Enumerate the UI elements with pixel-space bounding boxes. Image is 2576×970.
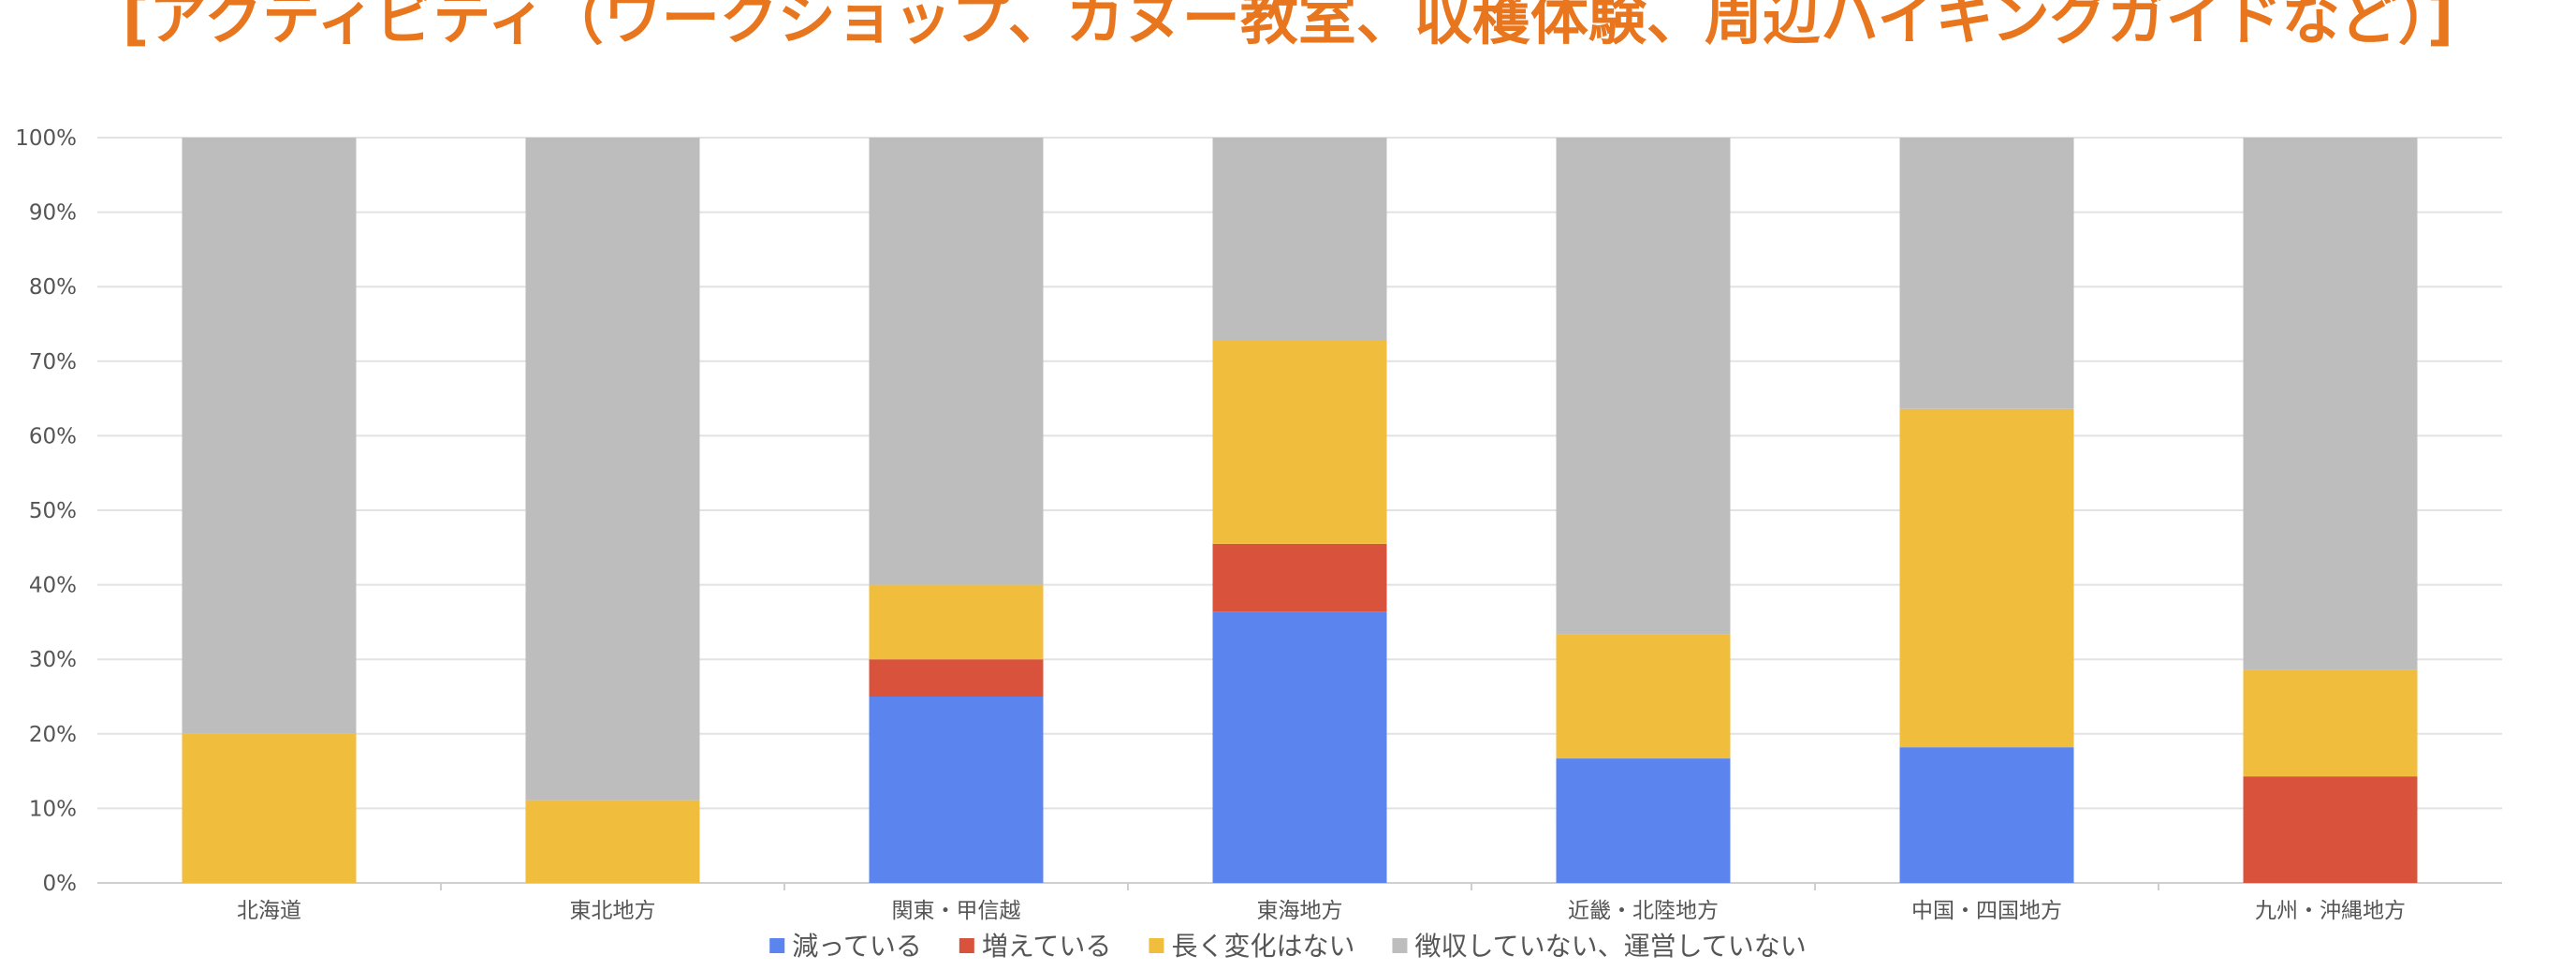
x-tick-label: 近畿・北陸地方 bbox=[1568, 899, 1719, 923]
y-tick-label: 30% bbox=[29, 648, 77, 672]
bar-segment bbox=[1556, 138, 1731, 635]
bar-segment bbox=[1556, 634, 1731, 759]
bar-segment bbox=[2243, 669, 2418, 777]
bar-segment bbox=[869, 584, 1044, 660]
x-tick-label: 九州・沖縄地方 bbox=[2255, 899, 2406, 923]
y-tick-label: 70% bbox=[29, 350, 77, 375]
bar-segment bbox=[182, 138, 357, 734]
x-tick-label: 関東・甲信越 bbox=[892, 899, 1021, 923]
bar-segment bbox=[869, 138, 1044, 585]
bar-segment bbox=[869, 659, 1044, 697]
legend-item: 増えている bbox=[959, 931, 1112, 962]
y-tick-label: 60% bbox=[29, 424, 77, 448]
y-tick-label: 10% bbox=[29, 797, 77, 821]
bar-segment bbox=[1899, 747, 2074, 883]
y-tick-label: 90% bbox=[29, 201, 77, 226]
bar-segment bbox=[869, 697, 1044, 883]
x-tick-label: 東海地方 bbox=[1257, 899, 1343, 923]
bar-segment bbox=[525, 138, 700, 801]
legend-label: 減っている bbox=[792, 931, 922, 962]
y-tick-label: 80% bbox=[29, 275, 77, 300]
bar-segment bbox=[1556, 758, 1731, 883]
bar-segment bbox=[1212, 138, 1387, 341]
legend: 減っている 増えている 長く変化はない 徴収していない、運営していない bbox=[769, 931, 1807, 962]
legend-swatch bbox=[769, 938, 785, 953]
bar-segment bbox=[1212, 611, 1387, 883]
y-tick-label: 40% bbox=[29, 574, 77, 598]
x-tick-label: 中国・四国地方 bbox=[1911, 899, 2062, 923]
legend-swatch bbox=[1392, 938, 1408, 953]
chart-title: [アクティビティ（ワークショップ、カヌー教室、収穫体験、周辺ハイキングガイドなど… bbox=[122, 0, 2454, 52]
legend-swatch bbox=[959, 938, 974, 953]
legend-item: 徴収していない、運営していない bbox=[1392, 931, 1807, 962]
legend-label: 徴収していない、運営していない bbox=[1414, 931, 1806, 962]
x-tick-label: 北海道 bbox=[237, 899, 301, 923]
y-tick-label: 0% bbox=[43, 872, 78, 896]
bar-segment bbox=[1899, 408, 2074, 748]
legend-label: 増えている bbox=[982, 931, 1112, 962]
y-tick-label: 100% bbox=[15, 126, 77, 151]
bar-segment bbox=[1212, 340, 1387, 544]
bars bbox=[182, 138, 2418, 883]
legend-label: 長く変化はない bbox=[1171, 931, 1354, 962]
legend-item: 減っている bbox=[769, 931, 922, 962]
bar-segment bbox=[1212, 543, 1387, 612]
y-axis-ticks: 0% 10% 20% 30% 40% 50% 60% 70% 80% 90% 100% bbox=[15, 126, 77, 896]
legend-swatch bbox=[1149, 938, 1164, 953]
x-axis-labels: 北海道 東北地方 関東・甲信越 東海地方 近畿・北陸地方 中国・四国地方 九州・沖縄地方 bbox=[237, 899, 2406, 923]
bar-segment bbox=[1899, 138, 2074, 409]
bar-segment bbox=[2243, 776, 2418, 883]
legend-item: 長く変化はない bbox=[1149, 931, 1354, 962]
bar-segment bbox=[525, 800, 700, 883]
bar-segment bbox=[182, 733, 357, 883]
bar-segment bbox=[2243, 138, 2418, 670]
x-tick-label: 東北地方 bbox=[570, 899, 656, 923]
y-tick-label: 20% bbox=[29, 723, 77, 747]
y-tick-label: 50% bbox=[29, 499, 77, 523]
